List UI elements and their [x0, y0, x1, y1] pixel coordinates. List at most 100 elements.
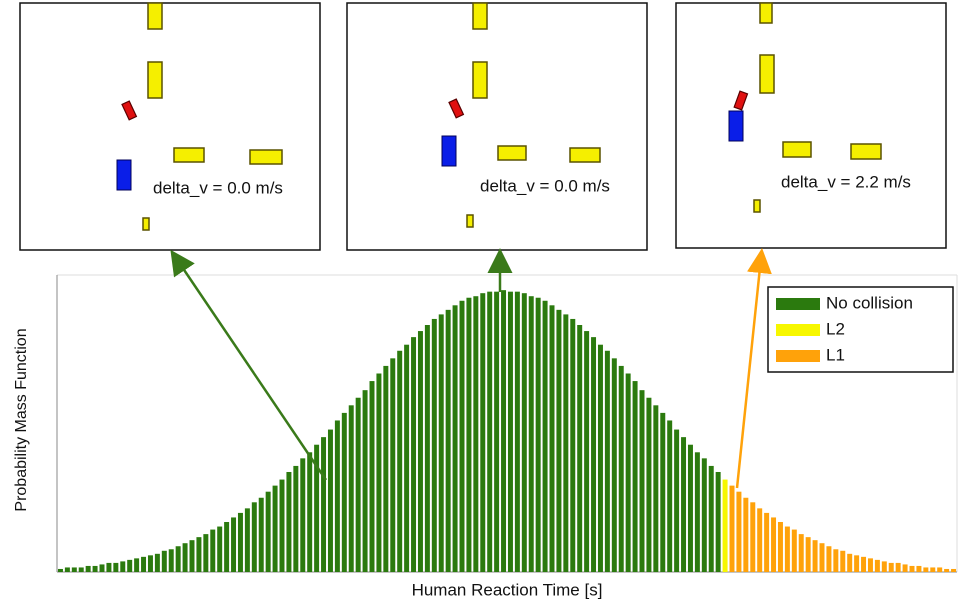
bar — [687, 444, 693, 572]
bar — [854, 555, 860, 572]
car — [147, 61, 163, 99]
bar — [895, 562, 901, 572]
bar — [528, 296, 534, 572]
bar — [847, 553, 853, 572]
bar — [154, 553, 160, 572]
bar — [542, 300, 548, 572]
bar — [514, 291, 520, 572]
inset-label: delta_v = 2.2 m/s — [781, 172, 911, 191]
bar — [459, 300, 465, 572]
car — [497, 145, 527, 161]
bar — [681, 437, 687, 572]
bar — [861, 556, 867, 572]
bar — [535, 297, 541, 572]
car — [759, 54, 775, 94]
bar — [556, 309, 562, 572]
bar — [618, 365, 624, 572]
bar — [175, 546, 181, 572]
legend-swatch — [776, 298, 820, 310]
legend-label: L2 — [826, 319, 845, 338]
bar — [438, 314, 444, 572]
bar — [494, 291, 500, 572]
car — [448, 98, 465, 119]
bar — [715, 471, 721, 572]
car — [759, 2, 773, 24]
bar — [334, 420, 340, 572]
bar — [521, 293, 527, 572]
bar — [611, 358, 617, 572]
bar — [57, 568, 63, 572]
bar — [771, 517, 777, 572]
bar — [293, 465, 299, 572]
car — [472, 61, 488, 99]
bar — [930, 567, 936, 572]
bar — [660, 412, 666, 572]
pedestrian — [142, 217, 150, 231]
bar — [64, 567, 70, 572]
bar — [431, 318, 437, 572]
bar — [646, 397, 652, 572]
inset-2: delta_v = 0.0 m/s — [346, 2, 648, 251]
bar — [348, 405, 354, 572]
bar — [507, 291, 513, 572]
bar — [85, 565, 91, 572]
bar — [279, 479, 285, 572]
bar — [466, 297, 472, 572]
arrow — [170, 249, 328, 481]
bar — [106, 562, 112, 572]
bar — [92, 565, 98, 572]
bar — [397, 350, 403, 572]
bar — [445, 309, 451, 572]
bar — [224, 521, 230, 572]
bar — [944, 568, 950, 572]
bar — [591, 337, 597, 572]
bar — [168, 549, 174, 572]
bar — [750, 502, 756, 572]
bar — [487, 291, 493, 572]
bar — [501, 290, 507, 572]
bar — [708, 465, 714, 572]
bar — [722, 479, 728, 572]
bar — [161, 550, 167, 572]
bar — [327, 429, 333, 572]
arrow — [735, 248, 772, 489]
bar — [743, 497, 749, 572]
bars — [57, 290, 957, 572]
bar — [78, 567, 84, 572]
bar — [182, 543, 188, 572]
bar — [805, 537, 811, 572]
bar — [99, 564, 105, 572]
bar — [840, 550, 846, 572]
legend-swatch — [776, 324, 820, 336]
bar — [321, 437, 327, 572]
bar — [237, 512, 243, 572]
bar — [736, 491, 742, 572]
bar — [217, 526, 223, 572]
bar — [390, 358, 396, 572]
bar — [480, 293, 486, 572]
bar — [597, 344, 603, 572]
bar — [196, 537, 202, 572]
legend-swatch — [776, 350, 820, 362]
bar — [404, 344, 410, 572]
car — [850, 143, 882, 160]
bar — [791, 529, 797, 572]
bar — [674, 429, 680, 572]
bar — [113, 562, 119, 572]
bar — [251, 502, 257, 572]
bar — [473, 296, 479, 572]
car — [173, 147, 205, 163]
bar — [203, 534, 209, 572]
bar — [147, 555, 153, 572]
bar — [625, 373, 631, 572]
car — [472, 2, 488, 30]
bar — [341, 412, 347, 572]
bar — [951, 568, 957, 572]
bar — [909, 565, 915, 572]
car — [147, 2, 163, 30]
bar — [355, 397, 361, 572]
pedestrian — [466, 214, 474, 228]
ego-car — [116, 159, 132, 191]
bar — [819, 543, 825, 572]
bar — [300, 458, 306, 572]
